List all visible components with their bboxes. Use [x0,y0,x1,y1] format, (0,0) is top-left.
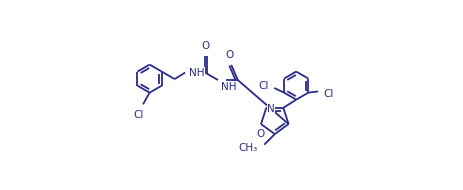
Text: O: O [257,129,265,139]
Text: N: N [267,104,275,114]
Text: NH: NH [221,82,237,92]
Text: O: O [225,50,233,60]
Text: NH: NH [189,67,205,78]
Text: Cl: Cl [134,110,144,120]
Text: Cl: Cl [323,89,334,99]
Text: Cl: Cl [259,81,269,91]
Text: CH₃: CH₃ [238,143,258,153]
Text: O: O [201,40,209,51]
